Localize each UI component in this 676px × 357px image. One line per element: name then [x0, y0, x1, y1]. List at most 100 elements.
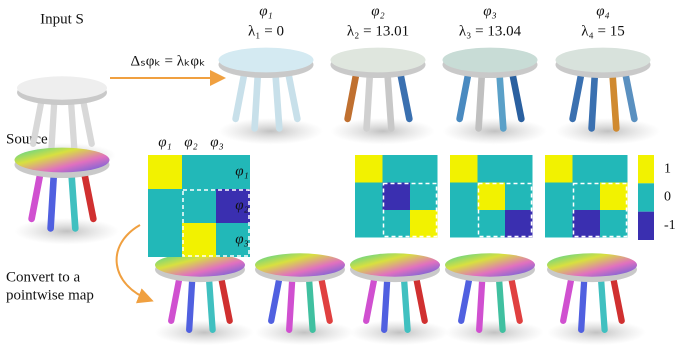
table-leg: [186, 272, 196, 333]
matrix-cell: [382, 210, 410, 238]
table-top: [445, 253, 535, 277]
equation: Δₛφₖ = λₖφₖ: [131, 53, 206, 69]
table-leg: [284, 68, 301, 123]
matrix-cell: [182, 189, 216, 223]
table-leg: [495, 68, 507, 132]
matrix-col-label: φ₃: [210, 134, 224, 150]
matrix-cell: [148, 155, 182, 189]
table-render: [350, 253, 449, 346]
table-leg: [458, 272, 473, 324]
shadow: [442, 117, 547, 145]
colorbar-label: 1: [664, 161, 671, 176]
table-top: [155, 253, 245, 277]
shadow: [445, 319, 544, 346]
table-leg: [286, 272, 296, 333]
shadow: [330, 117, 435, 145]
table-render: [218, 47, 323, 145]
table-leg: [80, 168, 97, 223]
shadow: [350, 319, 449, 346]
table-top: [555, 47, 651, 73]
matrix-cell: [450, 155, 478, 183]
table-leg: [271, 68, 283, 132]
table-leg: [383, 68, 395, 132]
table-leg: [317, 272, 333, 324]
table-leg: [400, 272, 411, 333]
table-leg: [217, 272, 233, 324]
table-render: [547, 253, 646, 346]
table-leg: [205, 272, 216, 333]
table-leg: [79, 95, 95, 147]
table-top: [14, 147, 110, 173]
table-leg: [67, 168, 79, 232]
table-leg: [508, 68, 525, 123]
table-leg: [28, 168, 45, 223]
table-top: [442, 47, 538, 73]
table-leg: [67, 95, 78, 156]
eigen-lambda: λ₄ = 15: [581, 23, 624, 39]
matrix-cell: [545, 182, 573, 210]
matrix-cell: [477, 210, 505, 238]
table-leg: [560, 272, 575, 324]
table-render: [155, 253, 254, 346]
matrix-cell: [216, 155, 250, 189]
matrix-cell: [355, 155, 383, 183]
table-leg: [305, 272, 316, 333]
matrix-cell: [477, 182, 505, 210]
table-leg: [47, 168, 58, 232]
table-top: [17, 76, 107, 100]
table-leg: [476, 272, 486, 333]
colorbar-segment: [638, 211, 654, 240]
table-top: [255, 253, 345, 277]
table-render: [442, 47, 547, 145]
input-label: Input S: [40, 11, 84, 27]
table-render: [330, 47, 435, 145]
arrow: [115, 224, 154, 304]
dashed-box: [477, 182, 533, 238]
table-leg: [344, 68, 361, 123]
matrix-cell: [505, 155, 533, 183]
table-render: [14, 147, 119, 245]
matrix-cell: [382, 155, 410, 183]
table-render: [445, 253, 544, 346]
matrix-cell: [355, 210, 383, 238]
table-leg: [597, 272, 608, 333]
matrix-row-label: φ₃: [235, 231, 249, 247]
table-leg: [456, 68, 473, 123]
matrix-row-label: φ₁: [235, 163, 249, 179]
dashed-box: [572, 182, 628, 238]
matrix-cell: [477, 155, 505, 183]
matrix-cell: [182, 155, 216, 189]
eigen-phi: φ₂: [371, 3, 385, 19]
table-leg: [475, 68, 486, 132]
matrix-cell: [148, 223, 182, 257]
eigen-phi: φ₄: [596, 3, 610, 19]
shadow: [155, 319, 254, 346]
shadow: [14, 217, 119, 245]
matrix-cell: [545, 210, 573, 238]
matrix-cell: [410, 182, 438, 210]
matrix-cell: [600, 155, 628, 183]
table-render: [555, 47, 660, 145]
colorbar-label: 0: [664, 190, 671, 205]
matrix-cell: [355, 182, 383, 210]
colorbar-segment: [638, 155, 654, 184]
matrix-col-label: φ₂: [184, 134, 198, 150]
table-leg: [396, 68, 413, 123]
table-leg: [363, 68, 374, 132]
matrix-cell: [572, 210, 600, 238]
matrix-cell: [216, 223, 250, 257]
shadow: [547, 319, 646, 346]
table-leg: [363, 272, 378, 324]
matrix-cell: [600, 210, 628, 238]
dashed-box: [182, 189, 250, 257]
matrix-cell: [505, 182, 533, 210]
matrix-cell: [382, 182, 410, 210]
shadow: [218, 117, 323, 145]
table-leg: [507, 272, 523, 324]
table-leg: [232, 68, 249, 123]
matrix-cell: [572, 155, 600, 183]
table-leg: [251, 68, 262, 132]
matrix-cell: [216, 189, 250, 223]
table-leg: [268, 272, 283, 324]
